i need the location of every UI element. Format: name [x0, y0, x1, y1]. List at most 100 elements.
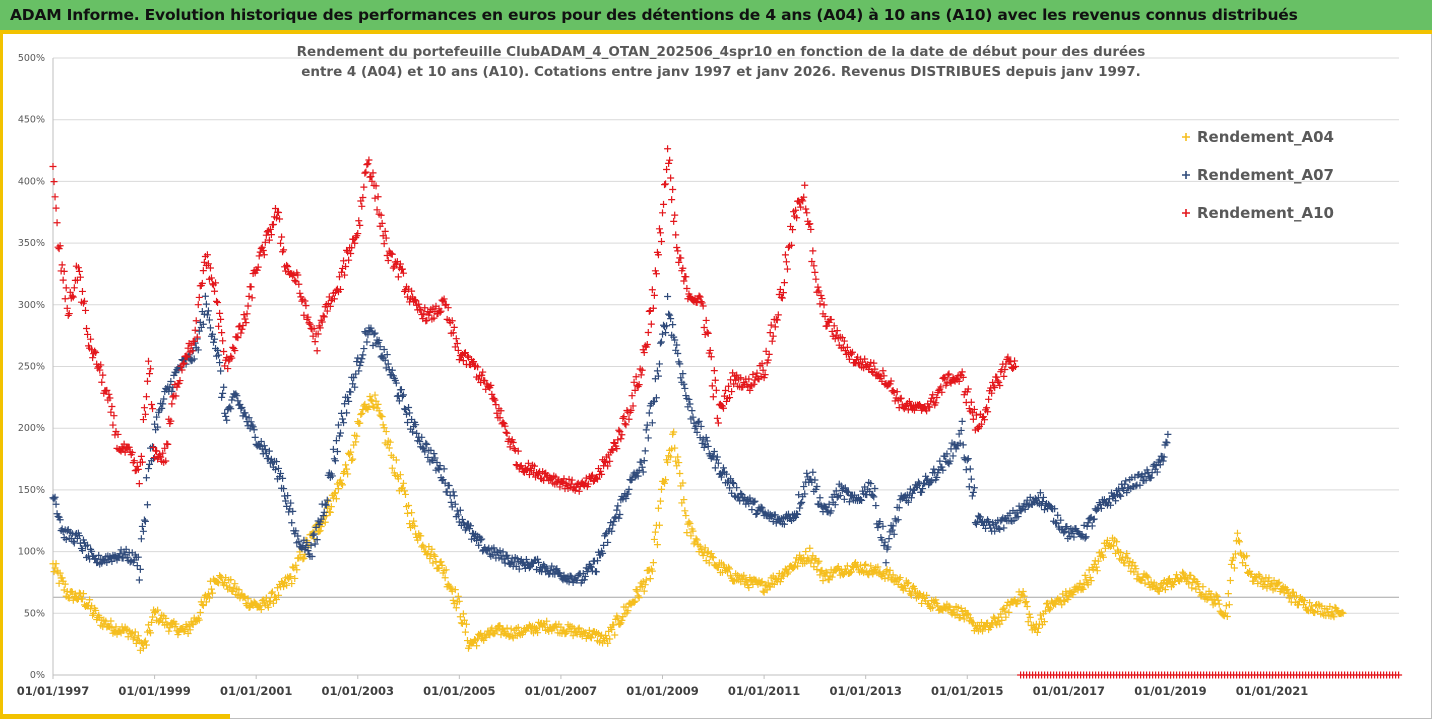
series-point: [392, 379, 400, 387]
series-point: [848, 348, 856, 356]
series-point: [362, 168, 370, 176]
series-point: [172, 620, 180, 628]
series-point: [255, 252, 263, 260]
series-point: [686, 520, 694, 528]
series-point: [310, 325, 318, 332]
series-point: [269, 599, 277, 607]
series-point: [1110, 542, 1118, 550]
series-point: [908, 489, 916, 497]
series-point: [845, 355, 853, 363]
series-point: [241, 315, 249, 323]
series-point: [330, 295, 338, 303]
series-point: [265, 236, 273, 244]
series-point: [372, 182, 380, 190]
series-point: [640, 587, 648, 595]
series-point: [129, 635, 137, 643]
series-point: [723, 397, 731, 405]
series-point: [361, 169, 369, 177]
series-point: [805, 220, 813, 228]
series-point: [901, 584, 909, 592]
series-point: [147, 365, 155, 373]
series-point: [479, 368, 487, 376]
series-point: [823, 569, 831, 577]
series-point: [261, 238, 269, 246]
series-point: [340, 257, 348, 265]
series-point: [1185, 580, 1193, 588]
series-point: [381, 227, 389, 235]
series-point: [813, 483, 821, 491]
series-point: [671, 444, 679, 452]
series-point: [405, 404, 413, 412]
series-point: [265, 598, 273, 606]
series-point: [677, 254, 685, 262]
series-point: [1019, 587, 1027, 595]
series-point: [367, 173, 375, 181]
series-point: [415, 300, 423, 308]
series-point: [149, 613, 157, 621]
series-point: [671, 336, 679, 344]
series-point: [680, 380, 688, 388]
series-point: [1000, 372, 1008, 380]
series-point: [368, 177, 376, 185]
series-point: [231, 580, 239, 588]
series-point: [105, 390, 113, 398]
series-point: [202, 598, 210, 606]
x-tick-label: 01/01/2017: [1033, 684, 1105, 698]
series-point: [440, 295, 448, 303]
series-point: [918, 488, 926, 496]
series-point: [609, 521, 617, 529]
series-point: [294, 532, 302, 540]
series-point: [336, 476, 344, 484]
series-point: [996, 525, 1004, 533]
series-point: [637, 371, 645, 379]
series-point: [260, 442, 268, 450]
series-point: [906, 590, 914, 598]
series-point: [261, 446, 269, 454]
x-tick-label: 01/01/2005: [423, 684, 495, 698]
series-point: [994, 377, 1002, 385]
series-band: [1017, 671, 1403, 679]
series-point: [75, 267, 83, 275]
series-point: [1078, 584, 1086, 592]
series-point: [776, 578, 784, 586]
series-point: [650, 397, 658, 405]
series-point: [1040, 506, 1048, 514]
series-point: [345, 397, 353, 405]
series-point: [640, 349, 648, 357]
series-point: [1165, 575, 1173, 583]
series-point: [919, 485, 927, 493]
series-point: [257, 438, 265, 446]
series-point: [378, 413, 386, 421]
series-point: [801, 181, 809, 189]
series-point: [1214, 596, 1222, 604]
series-point: [628, 392, 636, 400]
series-point: [874, 524, 882, 532]
series-point: [1117, 492, 1125, 500]
series-point: [361, 328, 369, 336]
series-point: [240, 592, 248, 600]
series-point: [717, 473, 725, 481]
series-point: [240, 311, 248, 319]
series-point: [989, 379, 997, 387]
series-point: [596, 638, 604, 646]
series-point: [227, 352, 235, 360]
series-point: [621, 420, 629, 428]
y-tick-label: 500%: [18, 53, 45, 64]
series-point: [969, 488, 977, 496]
series-point: [1084, 581, 1092, 589]
series-point: [648, 567, 656, 575]
series-point: [941, 375, 949, 383]
series-point: [169, 393, 177, 401]
series-point: [649, 304, 657, 312]
series-point: [1024, 618, 1032, 626]
series-point: [451, 500, 459, 508]
series-point: [218, 329, 226, 337]
series-point: [895, 504, 903, 512]
series-point: [106, 394, 114, 402]
series-point: [290, 270, 298, 278]
series-point: [1051, 505, 1059, 513]
series-point: [629, 402, 637, 410]
series-point: [559, 479, 567, 487]
series-point: [631, 597, 639, 605]
series-point: [668, 445, 676, 453]
